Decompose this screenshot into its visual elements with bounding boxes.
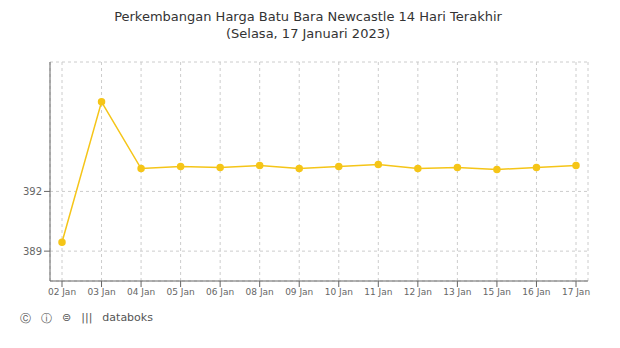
svg-text:392: 392 <box>23 186 42 197</box>
svg-text:08 Jan: 08 Jan <box>246 287 274 297</box>
svg-text:15 Jan: 15 Jan <box>483 287 511 297</box>
svg-text:06 Jan: 06 Jan <box>206 287 234 297</box>
svg-text:389: 389 <box>23 246 42 257</box>
svg-text:09 Jan: 09 Jan <box>285 287 313 297</box>
svg-text:17 Jan: 17 Jan <box>562 287 590 297</box>
html-text:(Selasa, 17 Januari 2023): (Selasa, 17 Januari 2023) <box>226 26 390 41</box>
svg-text:12 Jan: 12 Jan <box>404 287 432 297</box>
svg-text:11 Jan: 11 Jan <box>364 287 392 297</box>
svg-text:02 Jan: 02 Jan <box>48 287 76 297</box>
svg-text:05 Jan: 05 Jan <box>167 287 195 297</box>
svg-text:04 Jan: 04 Jan <box>127 287 155 297</box>
html-text:databoks: databoks <box>102 311 153 324</box>
svg-text:16 Jan: 16 Jan <box>522 287 550 297</box>
svg-text:03 Jan: 03 Jan <box>87 287 115 297</box>
svg-text:13 Jan: 13 Jan <box>443 287 471 297</box>
html-text:Perkembangan Harga Batu Bara N: Perkembangan Harga Batu Bara Newcastle 1… <box>114 9 502 24</box>
svg-text:10 Jan: 10 Jan <box>325 287 353 297</box>
